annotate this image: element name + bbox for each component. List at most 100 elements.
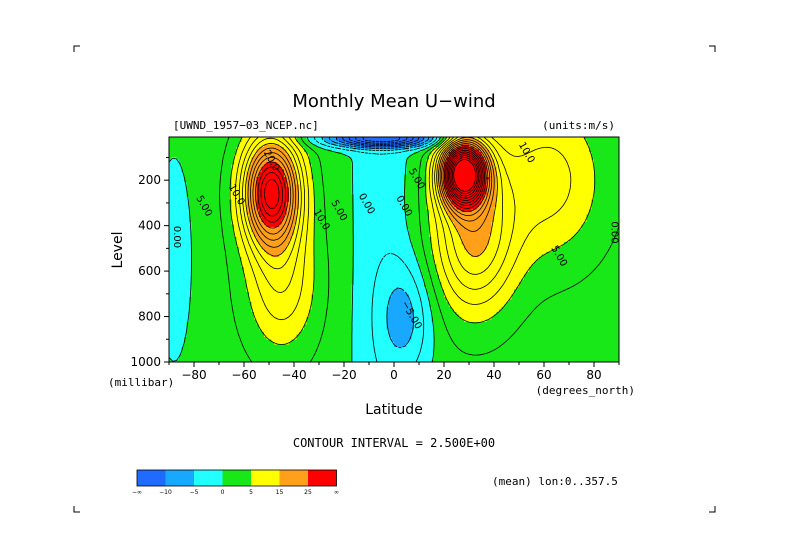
fill-cell bbox=[302, 322, 305, 325]
fill-cell bbox=[239, 275, 242, 278]
fill-cell bbox=[247, 347, 250, 350]
fill-cell bbox=[189, 355, 192, 358]
fill-cell bbox=[202, 230, 205, 233]
fill-cell bbox=[237, 270, 240, 273]
fill-cell bbox=[267, 185, 270, 188]
fill-cell bbox=[294, 352, 297, 355]
fill-cell bbox=[302, 292, 305, 295]
fill-cell bbox=[254, 302, 257, 305]
fill-cell bbox=[302, 317, 305, 320]
fill-cell bbox=[189, 170, 192, 173]
fill-cell bbox=[259, 275, 262, 278]
fill-cell bbox=[182, 182, 185, 185]
fill-cell bbox=[224, 310, 227, 313]
fill-cell bbox=[267, 327, 270, 330]
fill-cell bbox=[199, 245, 202, 248]
fill-cell bbox=[229, 247, 232, 250]
fill-cell bbox=[259, 310, 262, 313]
fill-cell bbox=[204, 267, 207, 270]
fill-cell bbox=[224, 197, 227, 200]
fill-cell bbox=[182, 327, 185, 330]
fill-cell bbox=[182, 325, 185, 328]
fill-cell bbox=[252, 350, 255, 353]
fill-cell bbox=[197, 232, 200, 235]
fill-cell bbox=[184, 227, 187, 230]
fill-cell bbox=[294, 317, 297, 320]
fill-cell bbox=[272, 320, 275, 323]
fill-cell bbox=[194, 240, 197, 243]
fill-cell bbox=[184, 350, 187, 353]
fill-cell bbox=[194, 215, 197, 218]
fill-cell bbox=[192, 212, 195, 215]
fill-cell bbox=[269, 212, 272, 215]
fill-cell bbox=[259, 240, 262, 243]
fill-cell bbox=[267, 335, 270, 338]
fill-cell bbox=[299, 312, 302, 315]
fill-cell bbox=[182, 212, 185, 215]
fill-cell bbox=[302, 295, 305, 298]
fill-cell bbox=[172, 332, 175, 335]
fill-cell bbox=[212, 275, 215, 278]
fill-cell bbox=[289, 310, 292, 313]
fill-cell bbox=[177, 202, 180, 205]
fill-cell bbox=[214, 350, 217, 353]
fill-cell bbox=[177, 275, 180, 278]
fill-cell bbox=[257, 337, 260, 340]
fill-cell bbox=[224, 265, 227, 268]
fill-cell bbox=[229, 275, 232, 278]
fill-cell bbox=[207, 150, 210, 153]
fill-cell bbox=[197, 302, 200, 305]
fill-cell bbox=[184, 157, 187, 160]
fill-cell bbox=[257, 245, 260, 248]
fill-cell bbox=[222, 217, 225, 220]
fill-cell bbox=[234, 257, 237, 260]
fill-cell bbox=[264, 247, 267, 250]
fill-cell bbox=[172, 202, 175, 205]
fill-cell bbox=[214, 292, 217, 295]
fill-cell bbox=[294, 300, 297, 303]
fill-cell bbox=[264, 282, 267, 285]
fill-cell bbox=[187, 182, 190, 185]
fill-cell bbox=[227, 180, 230, 183]
fill-cell bbox=[204, 167, 207, 170]
fill-cell bbox=[239, 322, 242, 325]
fill-cell bbox=[242, 292, 245, 295]
fill-cell bbox=[234, 230, 237, 233]
fill-cell bbox=[174, 282, 177, 285]
fill-cell bbox=[304, 300, 307, 303]
fill-cell bbox=[194, 245, 197, 248]
fill-cell bbox=[194, 157, 197, 160]
fill-cell bbox=[222, 300, 225, 303]
fill-cell bbox=[234, 265, 237, 268]
fill-cell bbox=[252, 277, 255, 280]
fill-cell bbox=[257, 272, 260, 275]
fill-cell bbox=[187, 162, 190, 165]
fill-cell bbox=[182, 287, 185, 290]
fill-cell bbox=[192, 190, 195, 193]
fill-cell bbox=[279, 310, 282, 313]
fill-cell bbox=[202, 342, 205, 345]
fill-cell bbox=[214, 282, 217, 285]
fill-cell bbox=[177, 212, 180, 215]
fill-cell bbox=[219, 307, 222, 310]
fill-cell bbox=[207, 237, 210, 240]
fill-cell bbox=[237, 287, 240, 290]
fill-cell bbox=[289, 247, 292, 250]
fill-cell bbox=[184, 317, 187, 320]
fill-cell bbox=[182, 140, 185, 143]
fill-cell bbox=[222, 292, 225, 295]
fill-cell bbox=[172, 250, 175, 253]
fill-cell bbox=[227, 230, 230, 233]
fill-cell bbox=[272, 262, 275, 265]
fill-cell bbox=[182, 195, 185, 198]
fill-cell bbox=[239, 270, 242, 273]
fill-cell bbox=[267, 305, 270, 308]
fill-cell bbox=[224, 210, 227, 213]
fill-cell bbox=[232, 270, 235, 273]
fill-cell bbox=[217, 310, 220, 313]
fill-cell bbox=[219, 260, 222, 263]
fill-cell bbox=[192, 340, 195, 343]
fill-cell bbox=[189, 192, 192, 195]
fill-cell bbox=[239, 245, 242, 248]
fill-cell bbox=[272, 140, 275, 143]
